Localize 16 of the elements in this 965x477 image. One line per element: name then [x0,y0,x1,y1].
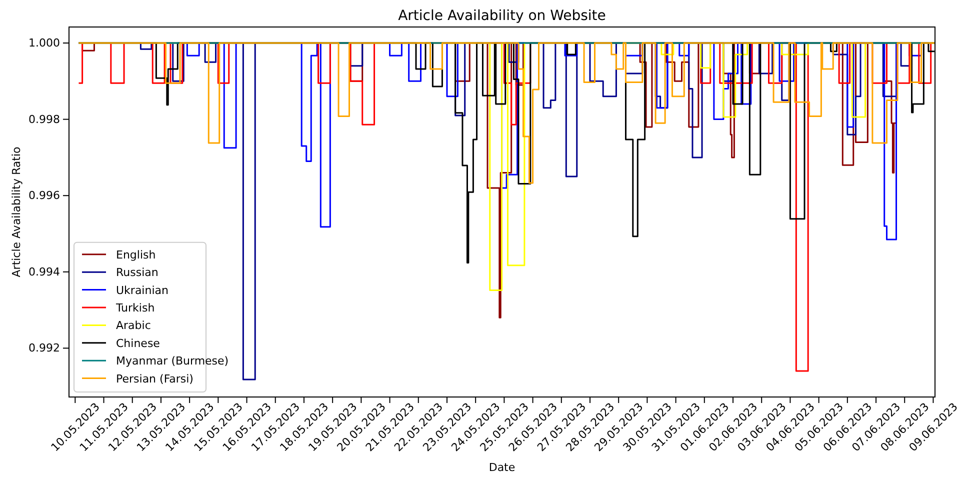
x-axis-title: Date [488,461,516,474]
legend-label: Russian [116,266,158,280]
y-tick-label: 0.994 [28,265,60,278]
y-tick-label: 0.992 [28,342,60,355]
legend-label: Myanmar (Burmese) [116,354,229,368]
legend-label: Turkish [115,302,155,314]
y-tick-label: 0.998 [28,112,60,126]
y-tick-label: 1.000 [28,36,60,50]
legend-label: English [116,248,156,262]
legend-label: Arabic [116,319,151,332]
y-tick-label: 0.996 [28,189,60,202]
legend-label: Persian (Farsi) [116,372,194,386]
chart-title: Article Availability on Website [398,8,606,24]
legend-label: Chinese [116,336,160,350]
y-axis-title: Article Availability Ratio [10,146,23,278]
legend-label: Ukrainian [116,284,169,297]
